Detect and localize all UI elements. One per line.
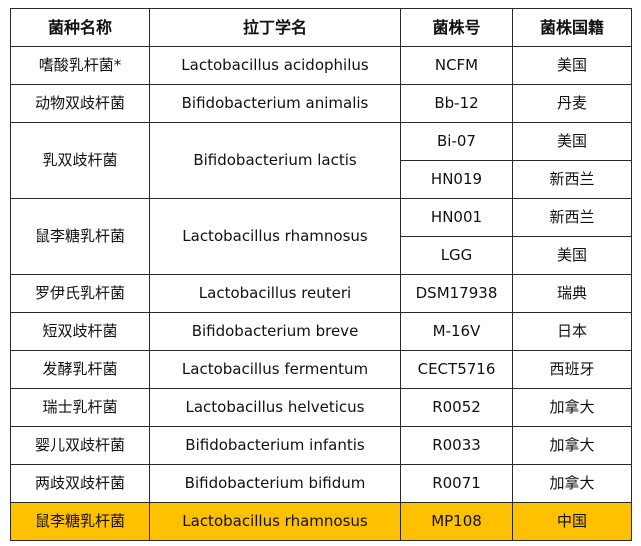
header-strain-id: 菌株号 [400,8,513,47]
latin-name-cell: Bifidobacterium bifidum [149,464,401,503]
header-strain-country: 菌株国籍 [512,8,632,47]
species-name-cell: 乳双歧杆菌 [10,122,150,199]
strain-id-cell: HN019 [400,160,513,199]
table-row: LGG 美国 [11,236,632,275]
strain-id-cell: R0071 [400,464,513,503]
species-name-cell: 鼠李糖乳杆菌 [10,198,150,275]
strain-id-cell: NCFM [400,46,513,85]
species-name-cell: 短双歧杆菌 [10,312,150,351]
table-row: 两歧双歧杆菌 Bifidobacterium bifidum R0071 加拿大 [10,464,632,503]
table-row: 乳双歧杆菌 Bifidobacterium lactis Bi-07 美国 [10,122,632,199]
species-name-cell: 瑞士乳杆菌 [10,388,150,427]
species-name-cell: 动物双歧杆菌 [10,84,150,123]
species-name-cell: 嗜酸乳杆菌* [10,46,150,85]
strain-id-cell: R0052 [400,388,513,427]
strain-id-cell: CECT5716 [400,350,513,389]
latin-name-cell: Bifidobacterium animalis [149,84,401,123]
strain-id-cell: HN001 [400,198,513,237]
strain-country-cell: 瑞典 [512,274,632,313]
latin-name-cell: Lactobacillus reuteri [149,274,401,313]
strain-country-cell: 中国 [512,502,632,541]
latin-name-cell: Lactobacillus rhamnosus [149,502,401,541]
species-name-cell: 两歧双歧杆菌 [10,464,150,503]
latin-name-cell: Bifidobacterium breve [149,312,401,351]
strain-country-cell: 日本 [512,312,632,351]
strain-id-cell: Bb-12 [400,84,513,123]
strain-country-cell: 加拿大 [512,426,632,465]
header-species-name: 菌种名称 [10,8,150,47]
strain-country-cell: 美国 [512,122,632,161]
table-row: 瑞士乳杆菌 Lactobacillus helveticus R0052 加拿大 [10,388,632,427]
strain-country-cell: 加拿大 [512,464,632,503]
strain-country-cell: 西班牙 [512,350,632,389]
species-name-cell: 鼠李糖乳杆菌 [10,502,150,541]
strain-country-cell: 美国 [512,236,632,275]
table-row: 动物双歧杆菌 Bifidobacterium animalis Bb-12 丹麦 [10,84,632,123]
strain-id-cell: Bi-07 [400,122,513,161]
species-name-cell: 发酵乳杆菌 [10,350,150,389]
latin-name-cell: Lactobacillus rhamnosus [149,198,401,275]
latin-name-cell: Bifidobacterium infantis [149,426,401,465]
header-latin-name: 拉丁学名 [149,8,401,47]
strain-country-cell: 新西兰 [512,160,632,199]
table-row: 鼠李糖乳杆菌 Lactobacillus rhamnosus HN001 新西兰 [10,198,632,275]
header-row: 菌种名称 拉丁学名 菌株号 菌株国籍 [10,8,632,47]
strain-country-cell: 新西兰 [512,198,632,237]
table-row: HN019 新西兰 [11,160,632,199]
strain-id-cell: LGG [400,236,513,275]
strain-country-cell: 美国 [512,46,632,85]
table-row: 罗伊氏乳杆菌 Lactobacillus reuteri DSM17938 瑞典 [10,274,632,313]
table-row: 嗜酸乳杆菌* Lactobacillus acidophilus NCFM 美国 [10,46,632,85]
highlighted-table-row: 鼠李糖乳杆菌 Lactobacillus rhamnosus MP108 中国 [10,502,632,541]
table-row: 婴儿双歧杆菌 Bifidobacterium infantis R0033 加拿… [10,426,632,465]
table-row: 发酵乳杆菌 Lactobacillus fermentum CECT5716 西… [10,350,632,389]
strain-id-cell: MP108 [400,502,513,541]
strain-country-cell: 加拿大 [512,388,632,427]
latin-name-cell: Lactobacillus helveticus [149,388,401,427]
species-name-cell: 婴儿双歧杆菌 [10,426,150,465]
latin-name-cell: Lactobacillus acidophilus [149,46,401,85]
strain-id-cell: R0033 [400,426,513,465]
probiotic-strain-table: 菌种名称 拉丁学名 菌株号 菌株国籍 嗜酸乳杆菌* Lactobacillus … [10,8,632,541]
species-name-cell: 罗伊氏乳杆菌 [10,274,150,313]
strain-id-cell: DSM17938 [400,274,513,313]
strain-id-cell: M-16V [400,312,513,351]
latin-name-cell: Bifidobacterium lactis [149,122,401,199]
latin-name-cell: Lactobacillus fermentum [149,350,401,389]
table-row: 短双歧杆菌 Bifidobacterium breve M-16V 日本 [10,312,632,351]
strain-country-cell: 丹麦 [512,84,632,123]
